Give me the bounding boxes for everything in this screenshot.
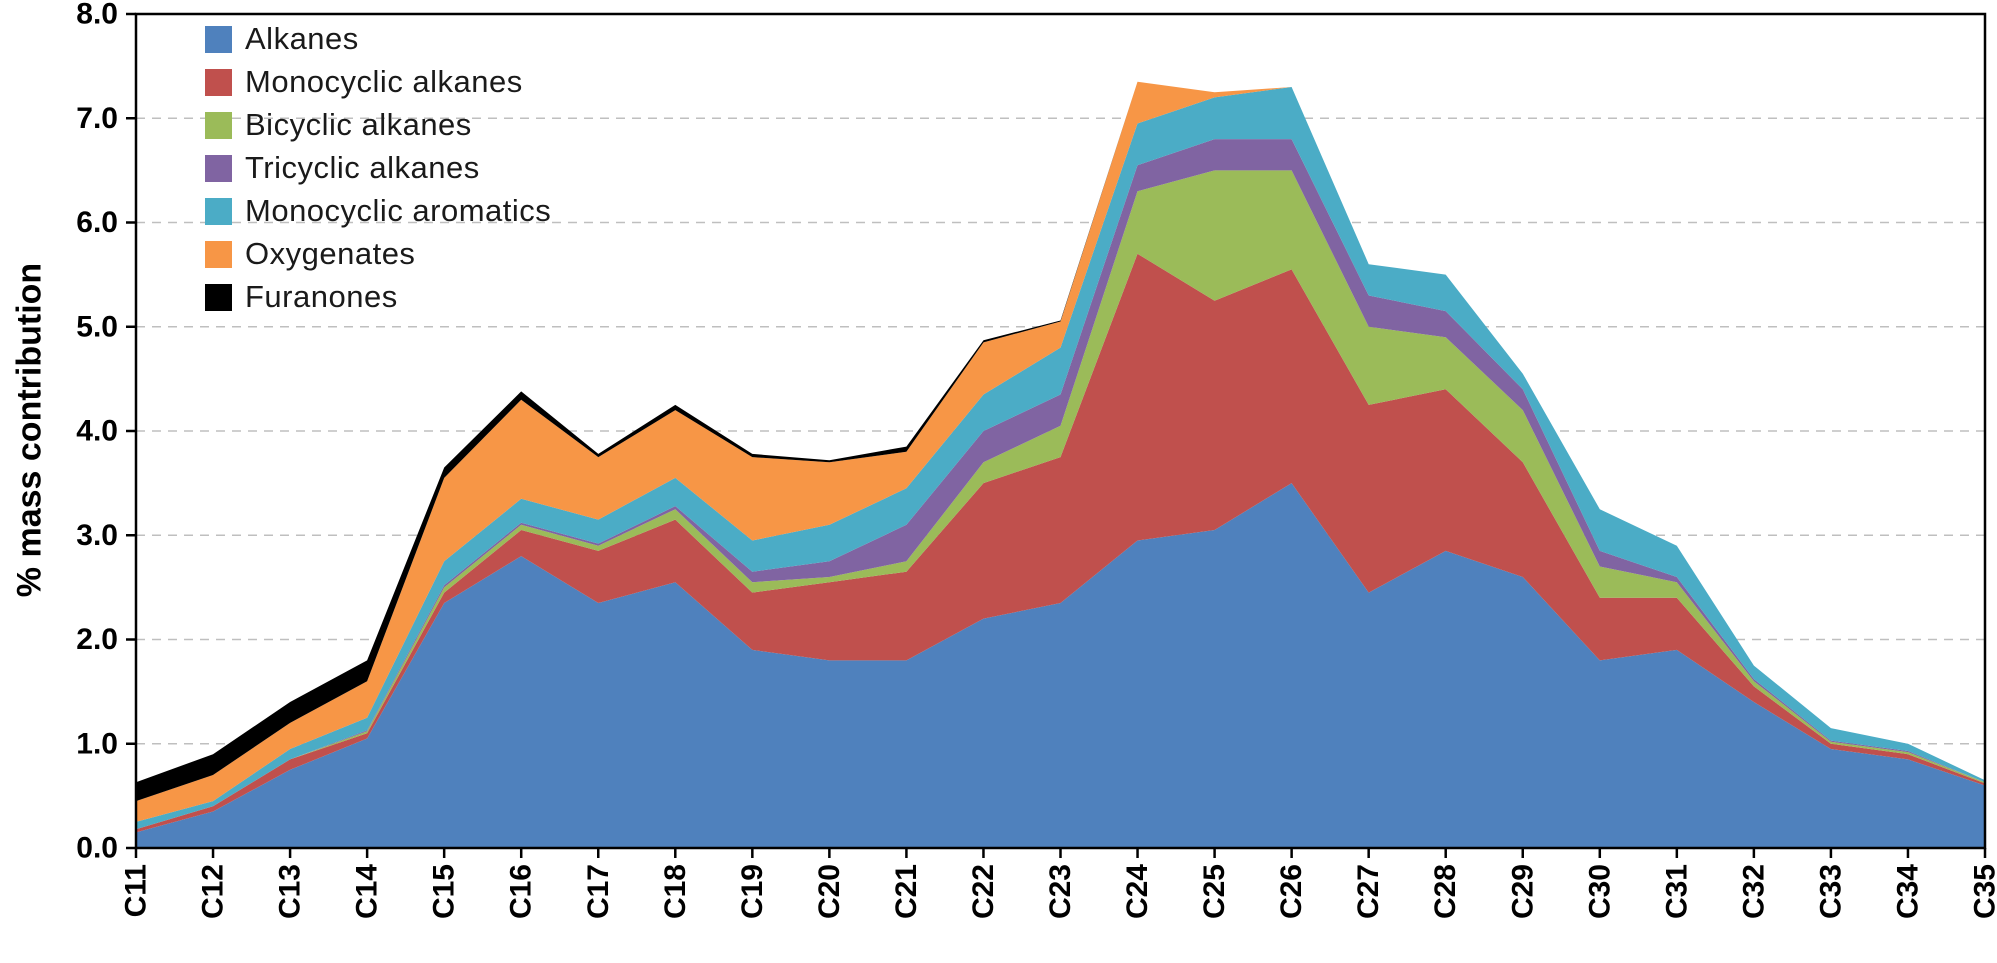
legend-item: Monocyclic alkanes [205, 64, 551, 99]
y-tick-label: 1.0 [76, 727, 118, 760]
x-tick-label: C18 [659, 864, 692, 919]
x-tick-label: C25 [1198, 864, 1231, 919]
legend-label: Monocyclic aromatics [245, 193, 552, 228]
x-tick-label: C32 [1737, 864, 1770, 919]
legend-item: Bicyclic alkanes [205, 107, 551, 142]
x-tick-label: C26 [1275, 864, 1308, 919]
y-tick-label: 5.0 [76, 310, 118, 343]
x-tick-label: C23 [1044, 864, 1077, 919]
x-tick-label: C34 [1892, 864, 1925, 919]
x-tick-label: C12 [197, 864, 230, 919]
y-tick-label: 8.0 [76, 0, 118, 31]
x-tick-label: C35 [1969, 864, 1997, 919]
legend-item: Furanones [205, 279, 551, 314]
legend-swatch-bicyclic-alkanes [205, 111, 232, 139]
legend: Alkanes Monocyclic alkanes Bicyclic alka… [205, 21, 552, 314]
x-tick-label: C27 [1352, 864, 1385, 919]
x-tick-label: C15 [428, 864, 461, 919]
legend-label: Tricyclic alkanes [245, 150, 480, 185]
x-tick-label: C29 [1506, 864, 1539, 919]
y-tick-label: 4.0 [76, 415, 118, 448]
area-alkanes [136, 483, 1985, 848]
y-axis-title: % mass contribution [10, 262, 49, 598]
legend-label: Furanones [245, 279, 398, 314]
x-tick-label: C19 [736, 864, 769, 919]
x-tick-label: C31 [1660, 864, 1693, 919]
legend-item: Alkanes [205, 21, 551, 56]
legend-label: Oxygenates [245, 236, 416, 271]
x-tick-label: C30 [1583, 864, 1616, 919]
legend-swatch-oxygenates [205, 240, 232, 268]
area-oxygenates [136, 81, 1985, 822]
x-tick-label: C24 [1121, 864, 1154, 919]
legend-swatch-monocyclic-alkanes [205, 68, 232, 96]
y-tick-label: 6.0 [76, 206, 118, 239]
x-tick-label: C14 [351, 864, 384, 919]
x-tick-label: C20 [813, 864, 846, 919]
x-tick-label: C21 [890, 864, 923, 919]
legend-label: Alkanes [245, 21, 359, 56]
x-tick-label: C13 [274, 864, 307, 919]
legend-swatch-monocyclic-aromatics [205, 197, 232, 225]
legend-label: Monocyclic alkanes [245, 64, 523, 99]
y-tick-label: 2.0 [76, 623, 118, 656]
y-tick-label: 0.0 [76, 832, 118, 865]
legend-label: Bicyclic alkanes [245, 107, 472, 142]
x-tick-label: C17 [582, 864, 615, 919]
legend-item: Monocyclic aromatics [205, 193, 552, 228]
x-tick-label: C16 [505, 864, 538, 919]
area-monocyclic-alkanes [136, 253, 1985, 833]
x-tick-label: C28 [1429, 864, 1462, 919]
legend-item: Oxygenates [205, 236, 551, 271]
legend-swatch-alkanes [205, 25, 232, 53]
x-tick-label: C11 [120, 864, 153, 917]
legend-swatch-furanones [205, 283, 232, 311]
legend-item: Tricyclic alkanes [205, 150, 551, 185]
y-tick-label: 7.0 [76, 102, 118, 135]
legend-swatch-tricyclic-alkanes [205, 154, 232, 182]
y-tick-label: 3.0 [76, 519, 118, 552]
x-tick-label: C22 [967, 864, 1000, 919]
x-tick-label: C33 [1814, 864, 1847, 919]
